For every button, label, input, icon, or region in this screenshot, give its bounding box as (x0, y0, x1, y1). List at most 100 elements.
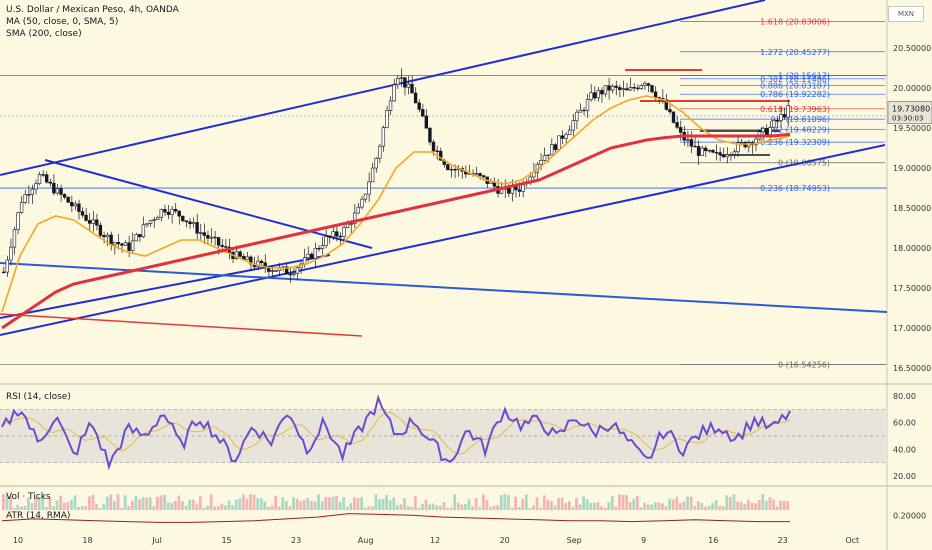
price-tick-label: 18.50000 (893, 204, 931, 213)
fib-level-label: 1.618 (20.83006) (760, 18, 830, 27)
price-tick-label: 17.50000 (893, 284, 931, 293)
candle-body (635, 87, 640, 90)
candle-body (639, 85, 643, 89)
volume-bar (148, 497, 152, 510)
volume-bar (209, 494, 213, 510)
candle-body (438, 150, 443, 161)
candle-body (628, 87, 633, 91)
volume-bar (2, 494, 5, 510)
time-tick-label: 12 (430, 536, 440, 545)
volume-bar (284, 501, 288, 510)
volume-bar (263, 501, 267, 510)
candle-body (302, 257, 307, 265)
volume-bar (87, 496, 91, 510)
volume-bar (456, 502, 460, 510)
price-tick-label: 16.50000 (893, 364, 931, 373)
volume-bar (449, 507, 453, 510)
fib-level-label: 0.786 (19.92282) (760, 90, 830, 99)
volume-bar (607, 501, 611, 510)
time-tick-label: 23 (291, 536, 301, 545)
volume-bar (213, 506, 217, 510)
volume-bar (743, 504, 747, 510)
candle-body (173, 208, 178, 212)
volume-bar (310, 501, 313, 510)
candle-body (335, 231, 339, 237)
volume-bar (234, 499, 238, 510)
candle-body (378, 145, 382, 159)
volume-bar (489, 507, 492, 510)
candle-body (671, 111, 676, 123)
candle-body (66, 196, 70, 203)
candle-body (141, 224, 146, 238)
candle-body (370, 167, 375, 183)
volume-bar (754, 503, 757, 510)
volume-bar (503, 494, 507, 510)
candle-body (102, 235, 106, 238)
volume-bar (220, 503, 224, 510)
currency-badge[interactable]: MXN (888, 6, 924, 22)
volume-bar (453, 494, 457, 510)
volume-bar (277, 506, 281, 510)
candle-body (23, 194, 27, 203)
volume-bar (23, 505, 27, 510)
candle-body (711, 149, 715, 153)
channel-upper-line (0, 0, 766, 176)
chart-legend: U.S. Dollar / Mexican Peso, 4h, OANDA MA… (6, 4, 179, 40)
time-tick-label: Oct (845, 536, 859, 545)
volume-bar (335, 495, 338, 510)
time-tick-label: 10 (13, 536, 23, 545)
volume-bar (259, 498, 263, 510)
volume-bar (48, 497, 52, 510)
candle-body (582, 109, 586, 112)
candle-body (156, 216, 160, 220)
volume-bar (109, 494, 113, 510)
volume-bar (141, 497, 145, 510)
rsi-line (1, 394, 791, 471)
candle-body (224, 246, 228, 248)
candle-body (52, 182, 56, 194)
candle-body (320, 245, 325, 249)
volume-bar (16, 504, 20, 510)
volume-bar (374, 494, 378, 510)
candle-body (632, 87, 636, 89)
volume-bar (585, 499, 589, 510)
volume-bar (625, 494, 629, 510)
volume-bar (30, 503, 34, 510)
volume-bar (707, 505, 711, 510)
price-tick-label: 17.00000 (893, 324, 931, 333)
volume-bar (635, 495, 639, 510)
candle-body (209, 236, 214, 239)
volume-bar (73, 495, 77, 510)
volume-bar (327, 497, 331, 510)
candle-body (12, 229, 17, 248)
candle-body (123, 242, 128, 246)
volume-bar (227, 500, 231, 510)
candle-body (428, 127, 432, 143)
candle-body (449, 168, 454, 171)
candle-body (596, 90, 600, 99)
candle-body (603, 85, 608, 95)
volume-bar (646, 504, 650, 510)
volume-bar (270, 505, 274, 510)
volume-bar (381, 498, 385, 510)
volume-bar (331, 496, 335, 510)
volume-bar (184, 505, 188, 510)
volume-bar (342, 497, 346, 510)
volume-bar (385, 495, 389, 510)
candle-body (245, 256, 249, 260)
volume-bar (499, 494, 503, 510)
volume-bar (27, 497, 30, 510)
channel-lower-line (0, 144, 886, 336)
candle-body (775, 120, 780, 122)
time-tick-label: 23 (778, 536, 788, 545)
volume-bar (349, 503, 353, 510)
volume-bar (582, 496, 586, 510)
volume-bar (528, 507, 532, 510)
volume-bar (256, 498, 260, 510)
fib-level-label: 1 (20.15617) (778, 72, 830, 81)
volume-bar (639, 507, 643, 510)
candle-body (338, 235, 343, 238)
candle-body (704, 147, 708, 152)
candle-body (729, 154, 733, 156)
volume-bar (532, 505, 535, 510)
